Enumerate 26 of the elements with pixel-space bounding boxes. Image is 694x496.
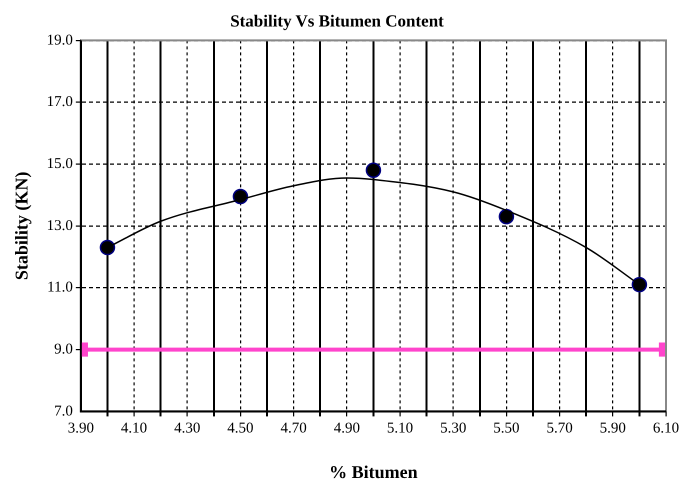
y-tick-label: 11.0: [47, 280, 73, 296]
point: [498, 208, 514, 224]
x-tick-label: 4.30: [174, 420, 200, 436]
y-tick-label: 9.0: [54, 342, 73, 358]
x-tick-label: 3.90: [68, 420, 94, 436]
y-tick-label: 13.0: [46, 218, 73, 234]
x-tick-label: 5.70: [546, 420, 573, 436]
y-tick-label: 7.0: [54, 403, 73, 420]
chart-title: Stability Vs Bitumen Content: [230, 12, 444, 31]
x-tick-label: 4.90: [334, 420, 360, 436]
point: [632, 276, 648, 292]
x-tick-label: 4.50: [227, 420, 254, 436]
x-tick-label: 5.10: [386, 420, 414, 436]
x-axis-title: % Bitumen: [329, 462, 418, 482]
x-tick-label: 5.50: [493, 420, 520, 436]
x-tick-label: 5.90: [600, 420, 626, 436]
point: [366, 162, 382, 178]
x-tick-label: 4.70: [280, 420, 307, 436]
x-tick-label: 6.10: [652, 420, 680, 436]
y-tick-label: 17.0: [46, 94, 73, 110]
y-tick-label: 19.0: [46, 32, 73, 48]
point: [100, 240, 116, 256]
y-tick-label: 15.0: [46, 156, 73, 172]
x-tick-label: 4.10: [120, 420, 148, 436]
x-tick-label: 5.30: [440, 420, 466, 436]
y-axis-title: Stability (KN): [11, 172, 32, 280]
